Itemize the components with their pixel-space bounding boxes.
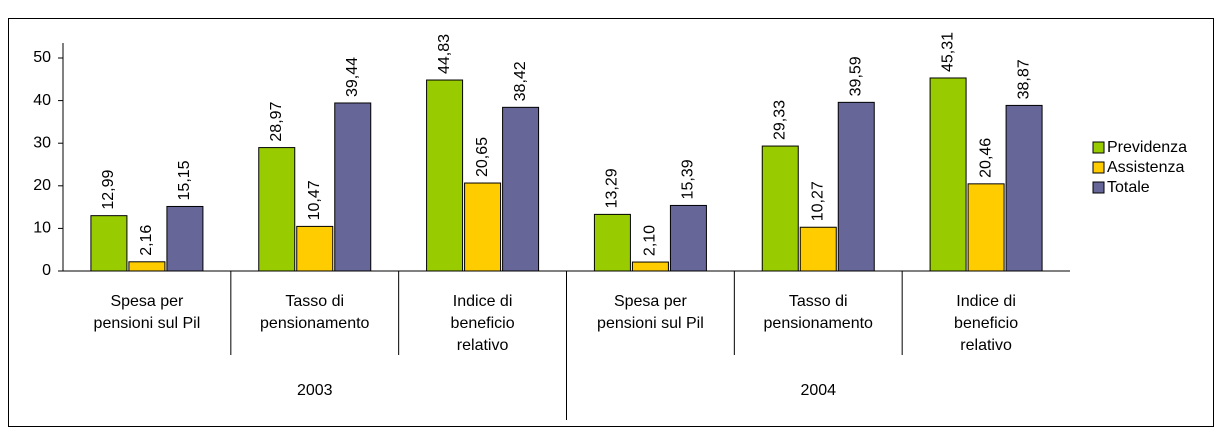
- value-label: 45,31: [939, 32, 956, 72]
- legend-label: Assistenza: [1107, 159, 1184, 176]
- x-tick-label: Spesa per: [614, 293, 688, 310]
- value-label: 44,83: [436, 34, 453, 74]
- x-tick-label: pensioni sul Pil: [597, 315, 704, 332]
- bar: [166, 205, 204, 272]
- legend-swatch: [1092, 141, 1105, 154]
- bar: [426, 79, 464, 272]
- value-label: 2,10: [642, 225, 659, 256]
- value-label: 2,16: [138, 225, 155, 256]
- x-tick-label: relativo: [457, 337, 509, 354]
- y-tick-label: 50: [33, 49, 51, 66]
- bar: [1005, 104, 1043, 272]
- x-tick-label: pensionamento: [764, 315, 874, 332]
- bar: [296, 225, 334, 272]
- x-tick-label: relativo: [960, 337, 1012, 354]
- legend-swatch: [1092, 181, 1105, 194]
- x-tick-label: Tasso di: [789, 293, 848, 310]
- value-label: 38,42: [512, 61, 529, 101]
- value-label: 15,39: [680, 159, 697, 199]
- y-tick-label: 40: [33, 92, 51, 109]
- bar: [90, 215, 128, 272]
- value-label: 15,15: [176, 160, 193, 200]
- x-tick-label: Indice di: [956, 293, 1016, 310]
- value-label: 39,59: [847, 56, 864, 96]
- x-tick-label: Tasso di: [285, 293, 344, 310]
- y-tick-label: 0: [42, 262, 51, 279]
- y-tick-label: 30: [33, 134, 51, 151]
- x-tick-label: beneficio: [954, 315, 1018, 332]
- legend-label: Totale: [1107, 179, 1150, 196]
- group-label: 2004: [800, 382, 836, 399]
- value-label: 20,65: [474, 137, 491, 177]
- legend-swatch: [1092, 161, 1105, 174]
- x-tick-label: Spesa per: [110, 293, 184, 310]
- value-label: 13,29: [604, 168, 621, 208]
- value-label: 39,44: [344, 57, 361, 97]
- x-tick-label: Indice di: [453, 293, 513, 310]
- x-tick-label: beneficio: [451, 315, 515, 332]
- bar: [128, 261, 166, 272]
- value-label: 12,99: [100, 170, 117, 210]
- bar: [334, 102, 372, 272]
- value-label: 20,46: [977, 138, 994, 178]
- value-label: 29,33: [771, 100, 788, 140]
- legend-label: Previdenza: [1107, 139, 1187, 156]
- bar: [258, 147, 296, 272]
- bar: [502, 106, 540, 272]
- bar: [631, 261, 669, 272]
- bar: [464, 182, 502, 272]
- y-tick-label: 10: [33, 220, 51, 237]
- bar: [799, 226, 837, 272]
- bar: [669, 204, 707, 272]
- bar: [761, 145, 799, 272]
- x-tick-label: pensionamento: [260, 315, 370, 332]
- bar: [837, 101, 875, 272]
- bar: [593, 213, 631, 272]
- x-tick-label: pensioni sul Pil: [94, 315, 201, 332]
- value-label: 10,47: [306, 180, 323, 220]
- group-label: 2003: [297, 382, 333, 399]
- y-tick-label: 20: [33, 177, 51, 194]
- value-label: 28,97: [268, 101, 285, 141]
- value-label: 10,27: [809, 181, 826, 221]
- bar: [929, 77, 967, 272]
- bar: [967, 183, 1005, 272]
- value-label: 38,87: [1015, 59, 1032, 99]
